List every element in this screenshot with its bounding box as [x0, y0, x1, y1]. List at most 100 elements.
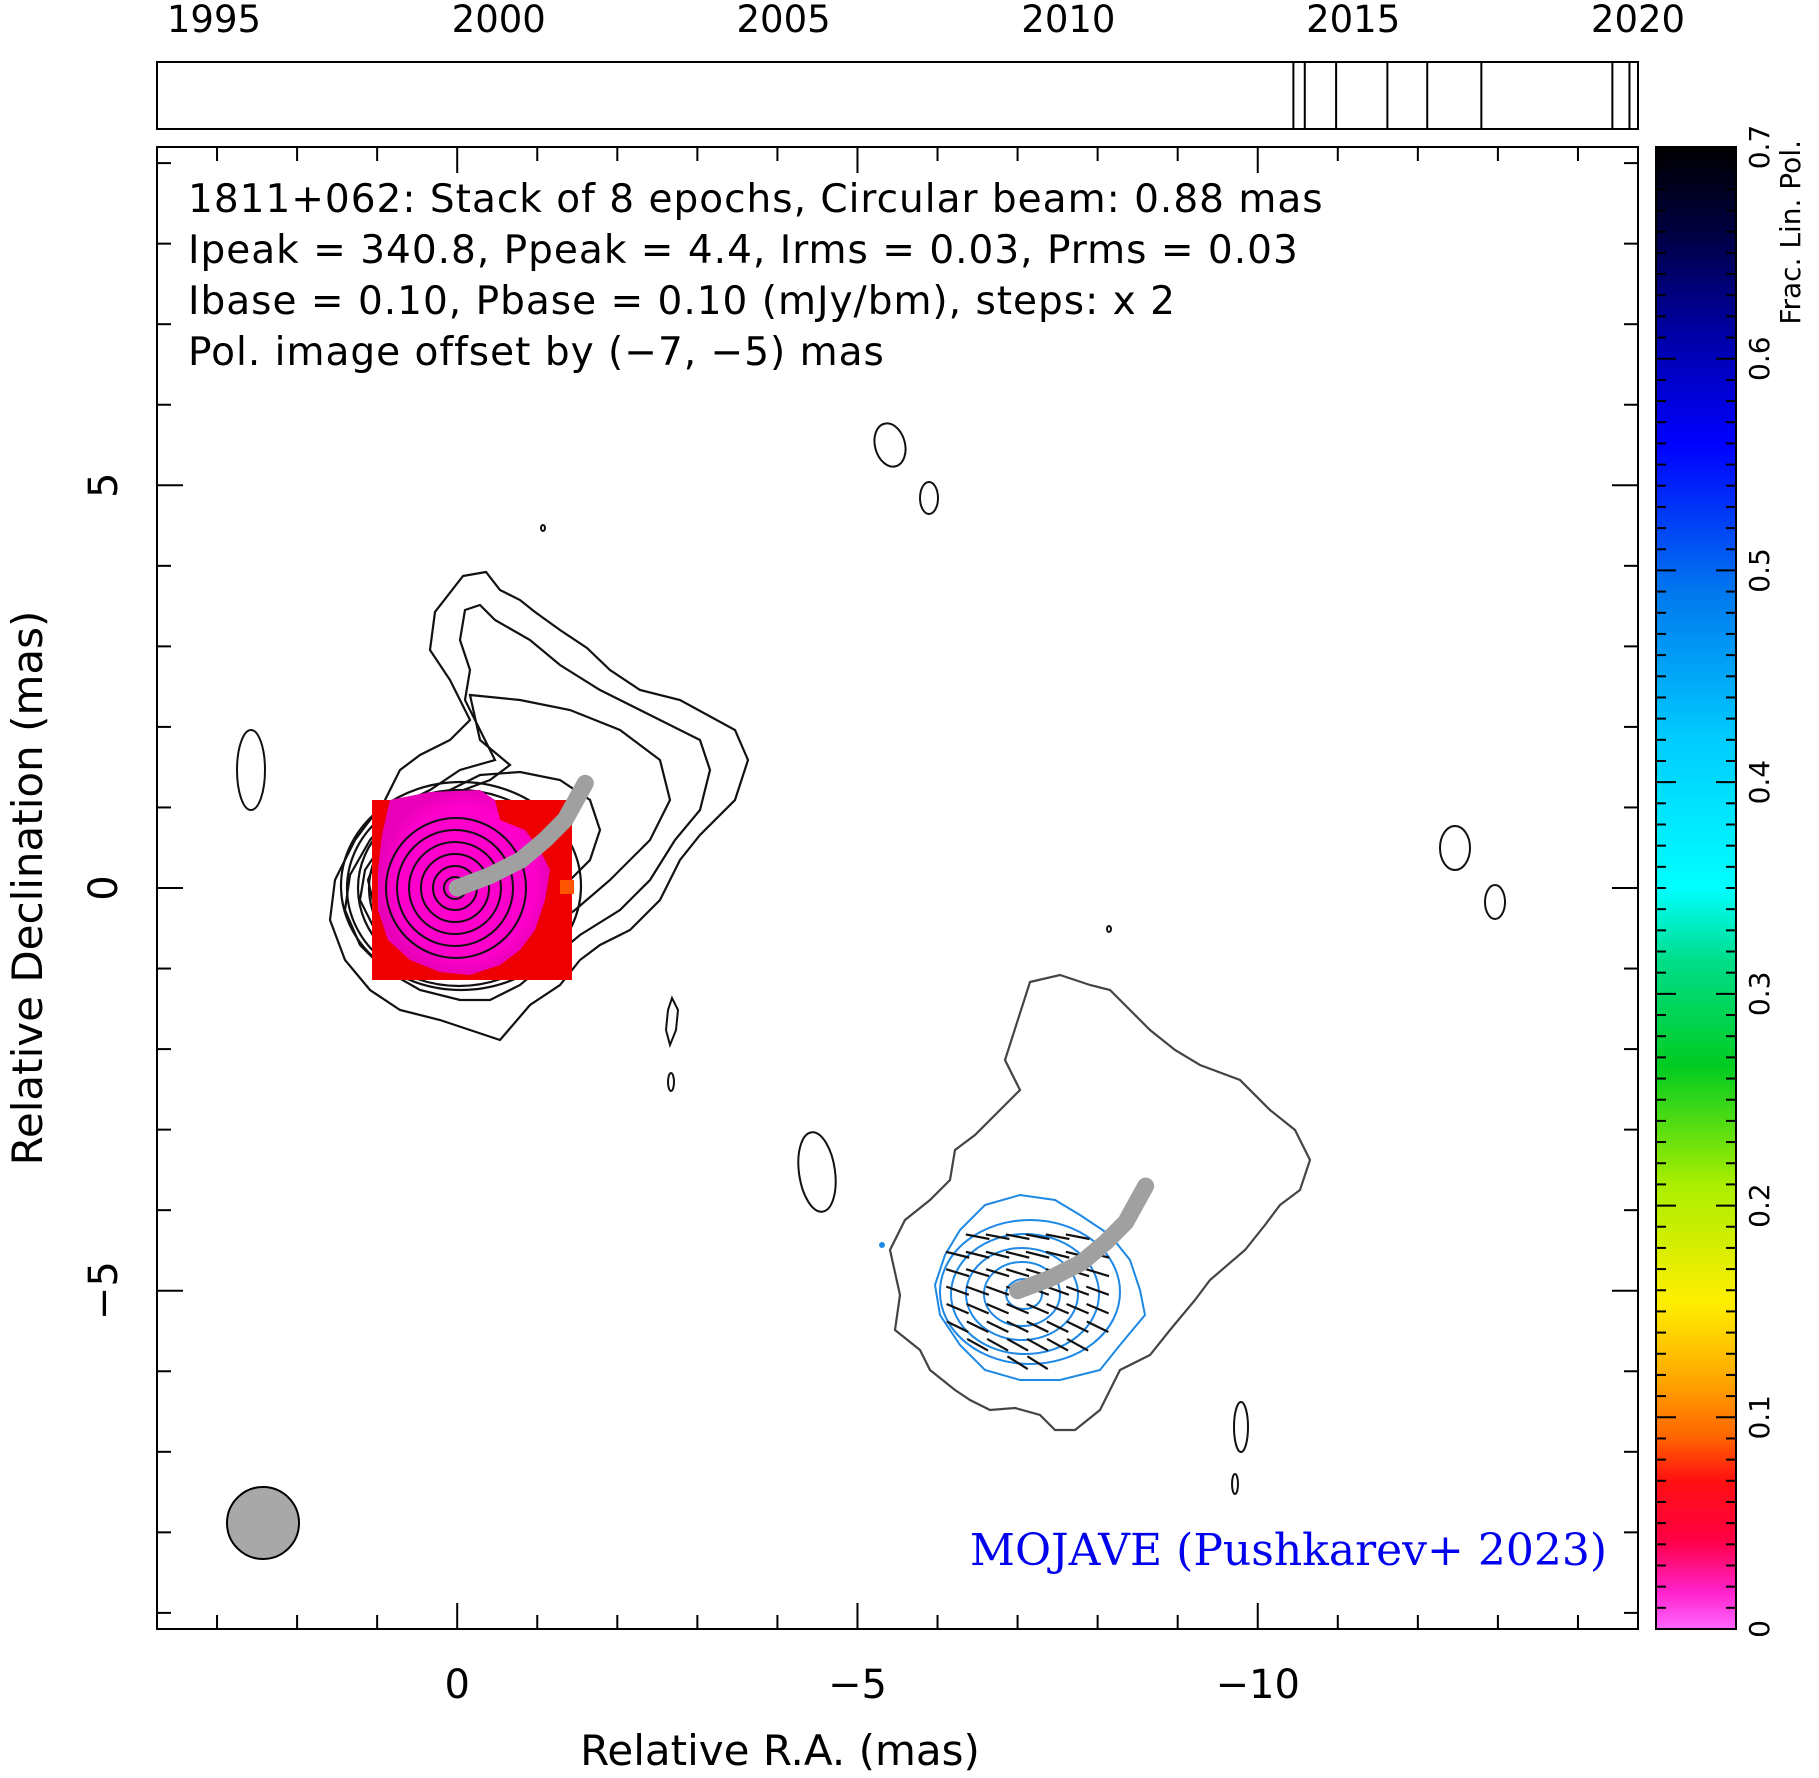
x-tick-label: −10 — [1216, 1662, 1300, 1708]
evpa-stick — [946, 1303, 970, 1315]
colorbar-gradient — [1655, 146, 1737, 1630]
x-tick-label: −5 — [828, 1662, 887, 1708]
colorbar-tick-label: 0.2 — [1743, 1183, 1776, 1228]
frac-pol-orange-pixel — [560, 880, 574, 894]
evpa-stick — [985, 1250, 1010, 1259]
evpa-stick — [985, 1233, 1010, 1241]
evpa-stick — [945, 1250, 970, 1259]
evpa-stick — [1086, 1303, 1110, 1315]
colorbar-title: Frac. Lin. Pol. — [1774, 140, 1807, 325]
noise-island — [1233, 1401, 1249, 1453]
x-axis-title: Relative R.A. (mas) — [580, 1726, 980, 1775]
evpa-stick — [1085, 1285, 1110, 1296]
pol-contour-1 — [933, 1193, 1147, 1381]
header-line-3: Ibase = 0.10, Pbase = 0.10 (mJy/bm), ste… — [188, 279, 1176, 324]
evpa-stick — [1026, 1355, 1049, 1371]
colorbar-tick-label: 0.3 — [1743, 972, 1776, 1017]
evpa-stick — [986, 1320, 1009, 1333]
evpa-stick — [945, 1285, 970, 1296]
noise-island — [236, 729, 266, 811]
timeline-epoch-markers — [1292, 62, 1631, 129]
noise-island — [1439, 825, 1471, 871]
colorbar-tick-label: 0.1 — [1743, 1395, 1776, 1440]
y-tick-label: 5 — [81, 473, 127, 498]
pol-contour-3 — [950, 1233, 1100, 1355]
colorbar-ticks — [1656, 146, 1736, 1630]
evpa-stick — [966, 1320, 989, 1333]
evpa-stick — [1065, 1233, 1090, 1241]
colorbar-tick-label: 0.5 — [1743, 548, 1776, 593]
noise-island — [1484, 884, 1506, 920]
evpa-stick — [1066, 1320, 1089, 1333]
colorbar-tick-label: 0.6 — [1743, 336, 1776, 381]
colorbar-tick-label: 0 — [1743, 1620, 1776, 1638]
evpa-stick — [1046, 1337, 1069, 1352]
noise-island — [919, 481, 939, 515]
evpa-stick — [945, 1268, 970, 1278]
evpa-stick — [985, 1285, 1010, 1296]
axis-tick-labels: 0 −5 −10 5 0 −5 — [81, 473, 1300, 1708]
evpa-stick — [1085, 1268, 1110, 1278]
timeline-year-label: 1995 — [167, 0, 261, 41]
timeline-year-label: 2010 — [1021, 0, 1115, 41]
evpa-stick — [1026, 1303, 1050, 1315]
evpa-stick — [1005, 1268, 1030, 1278]
evpa-stick — [986, 1337, 1009, 1352]
evpa-stick — [966, 1303, 990, 1315]
inner-contour-3 — [408, 841, 502, 935]
evpa-stick — [965, 1268, 990, 1278]
inner-contour-1 — [385, 817, 527, 959]
x-tick-label: 0 — [444, 1662, 469, 1708]
evpa-stick — [1026, 1320, 1049, 1333]
timeline-year-label: 2020 — [1591, 0, 1685, 41]
colorbar: 0 0.1 0.2 0.3 0.4 0.5 0.6 0.7 Frac. Lin. Pol. — [1655, 125, 1807, 1638]
noise-island — [664, 995, 680, 1049]
colorbar-tick-label: 0.4 — [1743, 760, 1776, 805]
noise-island — [873, 422, 907, 468]
evpa-stick — [1006, 1355, 1029, 1371]
pol-noise-dot — [879, 1242, 885, 1248]
core-inner-contours — [385, 817, 527, 959]
credit-label: MOJAVE (Pushkarev+ 2023) — [970, 1525, 1607, 1576]
contour-level-2 — [343, 603, 712, 1002]
evpa-stick — [1025, 1233, 1050, 1241]
timeline-year-label: 2005 — [736, 0, 830, 41]
header-line-2: Ipeak = 340.8, Ppeak = 4.4, Irms = 0.03,… — [188, 228, 1299, 273]
contour-level-5 — [339, 780, 583, 992]
evpa-stick — [985, 1268, 1010, 1278]
evpa-stick — [1086, 1320, 1109, 1333]
y-tick-label: −5 — [81, 1261, 127, 1320]
noise-island — [540, 524, 546, 532]
beam-ellipse — [226, 1486, 300, 1560]
timeline-year-label: 2000 — [452, 0, 546, 41]
timeline-year-labels: 1995 2000 2005 2010 2015 2020 — [167, 0, 1685, 41]
epoch-timeline: 1995 2000 2005 2010 2015 2020 — [156, 0, 1685, 130]
evpa-stick — [1045, 1250, 1070, 1259]
pol-offset-note: Pol. image offset by (−7, −5) mas — [188, 330, 885, 375]
evpa-stick — [946, 1320, 969, 1333]
evpa-stick — [1065, 1285, 1090, 1296]
pol-outer-contour — [888, 973, 1312, 1432]
noise-island — [667, 1072, 675, 1092]
noise-island — [797, 1131, 837, 1213]
evpa-stick — [1006, 1303, 1030, 1315]
evpa-stick — [1045, 1233, 1070, 1241]
noise-contours — [236, 422, 1506, 1495]
colorbar-tick-labels: 0 0.1 0.2 0.3 0.4 0.5 0.6 0.7 — [1743, 125, 1776, 1638]
inner-contour-4 — [420, 853, 490, 923]
contour-level-1 — [328, 570, 750, 1042]
evpa-stick — [1046, 1320, 1069, 1333]
evpa-stick — [1005, 1233, 1030, 1241]
evpa-stick — [965, 1285, 990, 1296]
jet-ridgeline — [448, 774, 594, 897]
evpa-stick — [966, 1337, 989, 1352]
evpa-stick — [1045, 1285, 1070, 1296]
header-line-1: 1811+062: Stack of 8 epochs, Circular be… — [188, 177, 1324, 222]
colorbar-tick-label: 0.7 — [1743, 125, 1776, 170]
evpa-stick — [1006, 1337, 1029, 1352]
noise-island — [1231, 1473, 1239, 1495]
pol-contour-2 — [939, 1219, 1121, 1365]
evpa-stick — [1066, 1337, 1089, 1352]
evpa-stick — [1006, 1320, 1029, 1333]
